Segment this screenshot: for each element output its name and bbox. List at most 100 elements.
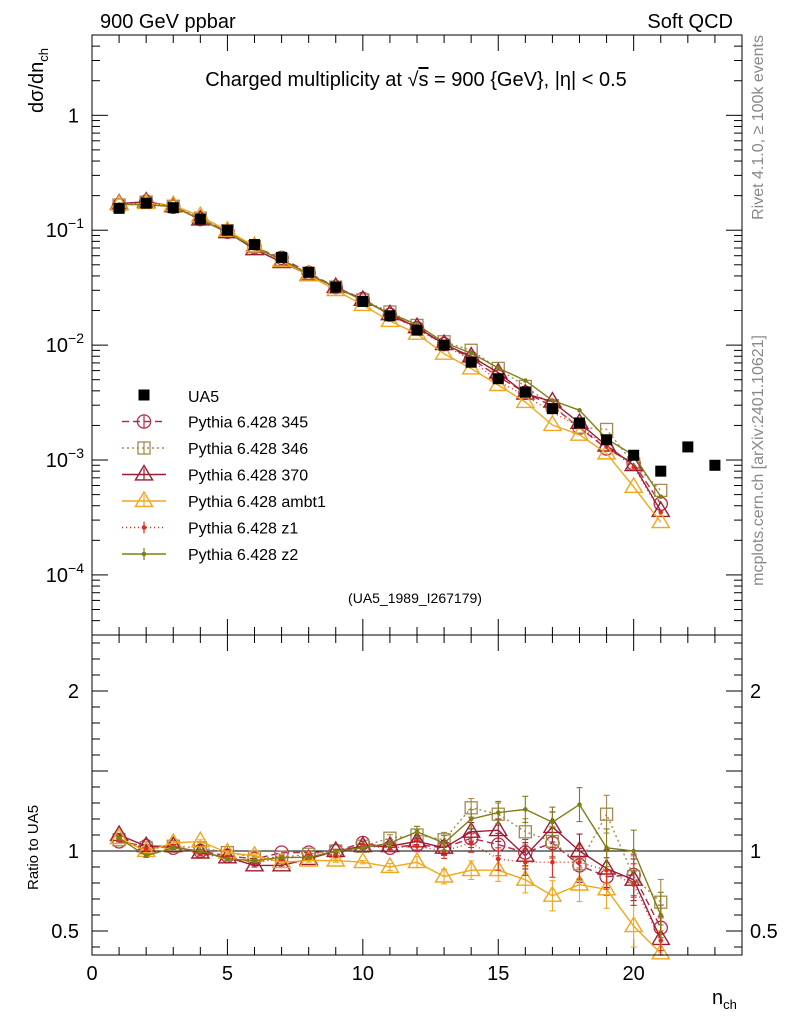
- point-ratio-pythia-6-428-ambt1: [407, 851, 427, 869]
- point-ratio-pythia-6-428-ambt1: [650, 943, 671, 960]
- x-tick-label: 5: [222, 963, 233, 985]
- y-tick-label-ratio: 1: [68, 841, 79, 863]
- point-ratio-pythia-6-428-z2: [631, 848, 636, 854]
- point-ratio-pythia-6-428-z1: [468, 840, 474, 846]
- point-ratio-pythia-6-428-ambt1: [569, 874, 590, 891]
- legend-marker-pythia-6-428-ambt1: [134, 490, 154, 508]
- point-main-pythia-6-428-ambt1: [542, 414, 563, 432]
- legend-label-pythia-6-428-345: Pythia 6.428 345: [188, 415, 308, 432]
- point-ratio-pythia-6-428-ambt1: [380, 856, 400, 874]
- point-main-pythia-6-428-z2: [577, 407, 582, 413]
- point-ratio-pythia-6-428-z2: [414, 829, 420, 835]
- data-point-ua5: [276, 251, 288, 263]
- y-tick-label-ratio-right: 0.5: [750, 921, 778, 943]
- point-main-pythia-6-428-ambt1: [650, 511, 671, 529]
- point-main-pythia-6-428-z2: [658, 494, 664, 499]
- point-ratio-pythia-6-428-z2: [658, 912, 664, 918]
- data-point-ua5: [249, 239, 260, 251]
- point-ratio-pythia-6-428-z1: [414, 843, 420, 849]
- point-ratio-pythia-6-428-ambt1: [271, 851, 292, 869]
- legend-label-ua5: UA5: [188, 389, 219, 406]
- point-main-pythia-6-428-ambt1: [596, 443, 617, 460]
- data-point-ua5: [411, 324, 423, 336]
- point-ratio-pythia-6-428-z1: [495, 856, 501, 862]
- point-main-pythia-6-428-z2: [523, 378, 528, 383]
- header-right-title: Soft QCD: [647, 11, 733, 33]
- point-ratio-pythia-6-428-370: [271, 855, 292, 872]
- y-tick-label-main: 10−2: [46, 330, 84, 357]
- data-point-ua5: [438, 339, 450, 351]
- point-ratio-pythia-6-428-z1: [604, 867, 609, 873]
- data-point-ua5: [357, 295, 369, 307]
- point-ratio-pythia-6-428-ambt1: [461, 859, 481, 877]
- point-ratio-pythia-6-428-370: [217, 847, 238, 864]
- point-ratio-pythia-6-428-z2: [360, 845, 366, 851]
- point-main-pythia-6-428-ambt1: [434, 343, 454, 360]
- data-point-ua5: [113, 202, 125, 214]
- point-main-pythia-6-428-ambt1: [569, 424, 590, 441]
- point-ratio-pythia-6-428-z2: [306, 855, 311, 860]
- point-ratio-pythia-6-428-z2: [523, 807, 528, 812]
- data-point-ua5: [628, 449, 640, 461]
- series-line-main-pythia-6-428-370: [119, 200, 662, 512]
- legend-marker-pythia-6-428-346: [137, 441, 151, 455]
- point-ratio-pythia-6-428-z2: [170, 845, 176, 851]
- data-point-ua5: [330, 281, 342, 293]
- point-ratio-pythia-6-428-z2: [279, 855, 284, 860]
- x-tick-label: 0: [86, 963, 97, 985]
- point-ratio-pythia-6-428-z2: [198, 848, 203, 854]
- point-ratio-pythia-6-428-z2: [252, 858, 257, 863]
- legend-label-pythia-6-428-z2: Pythia 6.428 z2: [188, 547, 298, 564]
- chart-title: Charged multiplicity at √s = 900 {GeV}, …: [205, 69, 627, 91]
- point-ratio-pythia-6-428-z2: [604, 845, 609, 851]
- legend-label-pythia-6-428-346: Pythia 6.428 346: [188, 441, 308, 458]
- y-tick-label-ratio: 0.5: [51, 921, 79, 943]
- data-point-ua5: [682, 441, 694, 453]
- legend-marker-pythia-6-428-z1: [141, 525, 147, 530]
- point-main-pythia-6-428-ambt1: [623, 476, 644, 494]
- legend-marker-pythia-6-428-z2: [141, 551, 147, 557]
- data-point-ua5: [655, 465, 667, 477]
- legend-marker-pythia-6-428-370: [134, 464, 154, 481]
- data-point-ua5: [140, 197, 152, 209]
- y-axis-label-ratio: Ratio to UA5: [25, 805, 42, 890]
- series-line-main-pythia-6-428-345: [118, 200, 662, 505]
- point-ratio-pythia-6-428-z1: [631, 882, 636, 887]
- x-tick-label: 15: [487, 963, 509, 985]
- data-point-ua5: [303, 266, 315, 278]
- point-ratio-pythia-6-428-z2: [387, 840, 393, 846]
- point-main-pythia-6-428-370: [650, 500, 671, 518]
- x-tick-label: 10: [352, 963, 374, 985]
- analysis-label: (UA5_1989_I267179): [348, 590, 482, 606]
- header-left-title: 900 GeV ppbar: [100, 11, 236, 33]
- point-ratio-pythia-6-428-ambt1: [325, 850, 346, 867]
- legend-label-pythia-6-428-370: Pythia 6.428 370: [188, 468, 308, 485]
- point-ratio-pythia-6-428-z1: [658, 938, 664, 943]
- x-tick-label: 20: [623, 963, 645, 985]
- data-point-ua5: [574, 417, 585, 429]
- point-ratio-pythia-6-428-z2: [116, 835, 122, 841]
- series-line-ratio-pythia-6-428-345: [118, 837, 662, 929]
- y-tick-label-main: 1: [68, 105, 79, 127]
- series-line-main-pythia-6-428-z1: [119, 201, 662, 513]
- y-tick-label-main: 10−3: [46, 445, 84, 472]
- point-ratio-pythia-6-428-z1: [143, 847, 149, 852]
- point-ratio-pythia-6-428-370: [353, 835, 373, 853]
- point-main-pythia-6-428-ambt1: [515, 391, 536, 409]
- data-point-ua5: [194, 213, 206, 225]
- point-main-pythia-6-428-z1: [658, 509, 664, 515]
- data-point-ua5: [709, 459, 721, 471]
- point-ratio-pythia-6-428-z2: [441, 840, 447, 846]
- x-axis-label: nch: [712, 987, 737, 1012]
- point-ratio-pythia-6-428-z2: [143, 853, 149, 859]
- point-ratio-pythia-6-428-ambt1: [515, 869, 536, 886]
- point-ratio-pythia-6-428-z2: [225, 856, 230, 862]
- point-ratio-pythia-6-428-346: [599, 807, 614, 821]
- point-main-pythia-6-428-z2: [468, 350, 474, 356]
- point-ratio-pythia-6-428-ambt1: [623, 915, 644, 933]
- point-main-pythia-6-428-370: [623, 454, 644, 472]
- legend-marker-pythia-6-428-345: [136, 414, 152, 429]
- point-ratio-pythia-6-428-ambt1: [488, 859, 509, 877]
- point-ratio-pythia-6-428-370: [488, 819, 509, 837]
